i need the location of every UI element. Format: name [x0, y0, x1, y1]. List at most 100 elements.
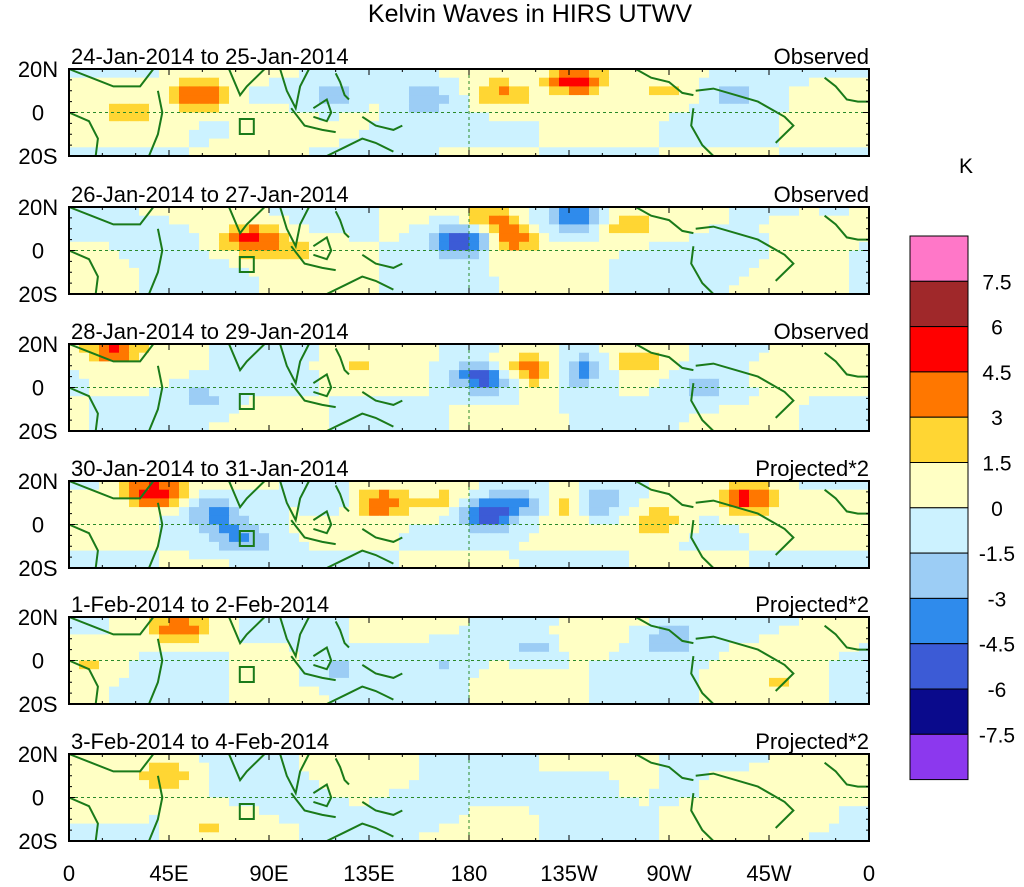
field-cell [479, 267, 490, 278]
field-cell [609, 86, 620, 96]
field-cell [179, 396, 190, 406]
field-cell [279, 241, 290, 252]
field-cell [399, 69, 410, 79]
field-cell [839, 669, 850, 679]
field-cell [449, 669, 460, 679]
field-cell [369, 788, 380, 799]
field-cell [739, 489, 750, 499]
field-cell [309, 404, 320, 415]
field-cell [189, 352, 200, 362]
field-cell [699, 103, 710, 114]
field-cell [459, 617, 470, 627]
field-cell [349, 77, 360, 87]
field-cell [399, 533, 410, 543]
field-cell [199, 112, 210, 122]
field-cell [809, 396, 820, 406]
field-cell [259, 669, 270, 679]
field-cell [729, 276, 740, 286]
field-cell [839, 267, 850, 278]
field-cell [249, 507, 260, 517]
field-cell [479, 550, 490, 560]
field-cell [589, 121, 600, 131]
field-cell [109, 285, 120, 295]
field-cell [719, 617, 730, 627]
field-cell [379, 387, 390, 397]
field-cell [299, 625, 310, 635]
field-cell [79, 771, 90, 781]
field-cell [459, 233, 470, 243]
field-cell [219, 112, 230, 122]
field-cell [589, 370, 600, 380]
field-cell [769, 250, 780, 260]
field-cell [399, 233, 410, 243]
field-cell [209, 121, 220, 131]
field-cell [89, 413, 100, 423]
field-cell [629, 396, 640, 406]
field-cell [89, 396, 100, 406]
field-cell [199, 69, 210, 79]
field-cell [849, 138, 860, 148]
field-cell [409, 651, 420, 662]
field-cell [469, 806, 480, 816]
field-cell [329, 267, 340, 278]
field-cell [779, 344, 790, 354]
field-cell [149, 285, 160, 295]
field-cell [819, 112, 830, 122]
field-cell [759, 259, 770, 269]
field-cell [639, 507, 650, 517]
field-cell [389, 754, 400, 764]
field-cell [269, 559, 280, 569]
field-cell [669, 224, 680, 234]
field-cell [219, 285, 230, 295]
field-cell [699, 617, 710, 627]
field-cell [789, 138, 800, 148]
field-cell [589, 95, 600, 105]
field-cell [149, 677, 160, 688]
field-cell [529, 387, 540, 397]
field-cell [379, 515, 390, 526]
field-cell [69, 771, 80, 781]
field-cell [289, 780, 300, 790]
field-cell [719, 660, 730, 670]
field-cell [189, 669, 200, 679]
field-cell [839, 361, 850, 371]
field-cell [659, 86, 670, 96]
field-cell [329, 771, 340, 781]
field-cell [709, 489, 720, 499]
field-cell [319, 481, 330, 491]
field-cell [559, 285, 570, 295]
field-cell [519, 129, 530, 140]
field-cell [139, 259, 150, 269]
field-cell [699, 259, 710, 269]
field-cell [189, 541, 200, 552]
field-cell [739, 352, 750, 362]
field-cell [339, 695, 350, 705]
field-cell [349, 524, 360, 534]
field-cell [499, 686, 510, 696]
field-cell [159, 762, 170, 772]
field-cell [299, 276, 310, 286]
field-cell [559, 489, 570, 499]
field-cell [349, 361, 360, 371]
field-cell [319, 121, 330, 131]
field-cell [109, 370, 120, 380]
field-cell [559, 498, 570, 508]
field-cell [239, 259, 250, 269]
field-cell [479, 559, 490, 569]
field-cell [689, 762, 700, 772]
field-cell [499, 651, 510, 662]
field-cell [549, 404, 560, 415]
field-cell [449, 396, 460, 406]
field-cell [469, 250, 480, 260]
field-cell [789, 387, 800, 397]
field-cell [269, 797, 280, 807]
field-cell [759, 489, 770, 499]
field-cell [139, 378, 150, 389]
field-cell [699, 387, 710, 397]
field-cell [649, 541, 660, 552]
field-cell [859, 695, 870, 705]
field-cell [649, 112, 660, 122]
field-cell [559, 129, 570, 140]
field-cell [669, 489, 680, 499]
field-cell [789, 780, 800, 790]
